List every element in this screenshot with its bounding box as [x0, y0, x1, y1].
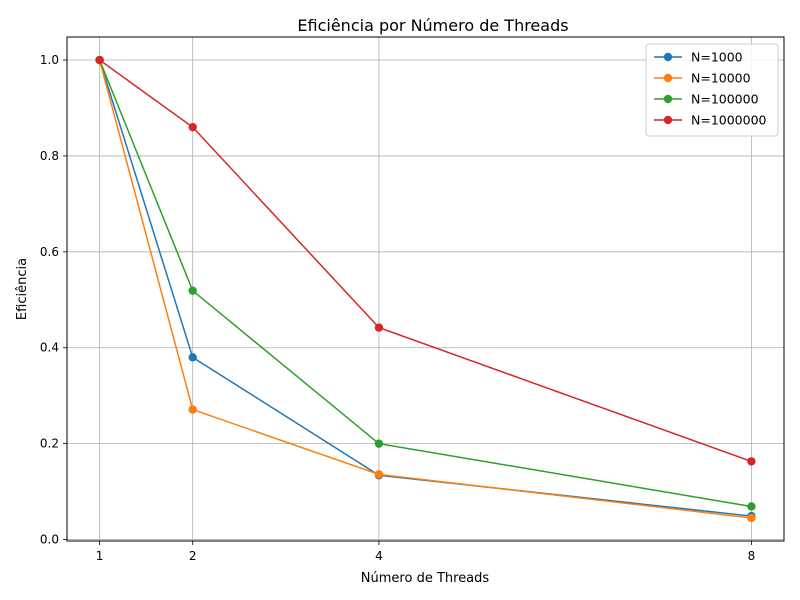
data-point: [374, 439, 384, 448]
legend-item: N=10000: [654, 71, 751, 86]
legend-label: N=1000000: [691, 113, 767, 128]
data-point: [188, 405, 197, 414]
series-line: [99, 59, 752, 463]
series-layer: [95, 55, 756, 523]
x-tick-label: 4: [375, 549, 383, 563]
y-axis-label: Eficiência: [15, 258, 30, 320]
data-point: [374, 470, 384, 479]
x-tick-label: 2: [189, 549, 197, 563]
y-tick-label: 0.8: [40, 149, 59, 163]
plot-area: [66, 36, 785, 542]
data-point: [747, 513, 756, 523]
legend-label: N=100000: [691, 92, 759, 107]
data-point: [747, 502, 756, 511]
y-tick-label: 0.4: [40, 341, 59, 355]
data-point: [188, 286, 197, 295]
y-tick-label: 1.0: [40, 53, 59, 67]
x-axis: 1 2 4 8: [96, 541, 755, 563]
legend-item: N=100000: [654, 92, 759, 107]
legend: N=1000 N=10000 N=100000 N=1000000: [645, 43, 779, 137]
legend-item: N=1000000: [654, 113, 767, 128]
legend-marker: [663, 73, 673, 83]
chart-title: Eficiência por Número de Threads: [297, 16, 568, 35]
legend-label: N=1000: [691, 50, 743, 65]
series-N=1000000: [95, 55, 756, 466]
legend-marker: [663, 115, 673, 125]
legend-marker: [663, 94, 673, 104]
x-tick-label: 8: [748, 549, 756, 563]
data-point: [188, 122, 197, 132]
data-point: [374, 323, 384, 332]
legend-item: N=1000: [654, 50, 743, 65]
y-tick-label: 0.2: [40, 437, 59, 451]
legend-label: N=10000: [691, 71, 751, 86]
legend-marker: [663, 52, 673, 62]
legend-box: [645, 43, 779, 137]
y-tick-label: 0.0: [40, 533, 59, 547]
x-tick-label: 1: [96, 549, 104, 563]
data-point: [95, 55, 104, 65]
y-tick-label: 0.6: [40, 245, 59, 259]
data-point: [747, 457, 756, 466]
x-axis-label: Número de Threads: [361, 571, 490, 586]
y-axis: 0.0 0.2 0.4 0.6 0.8 1.0: [40, 53, 67, 547]
series-line: [98, 59, 752, 508]
data-point: [188, 353, 197, 362]
series-line: [98, 59, 752, 519]
